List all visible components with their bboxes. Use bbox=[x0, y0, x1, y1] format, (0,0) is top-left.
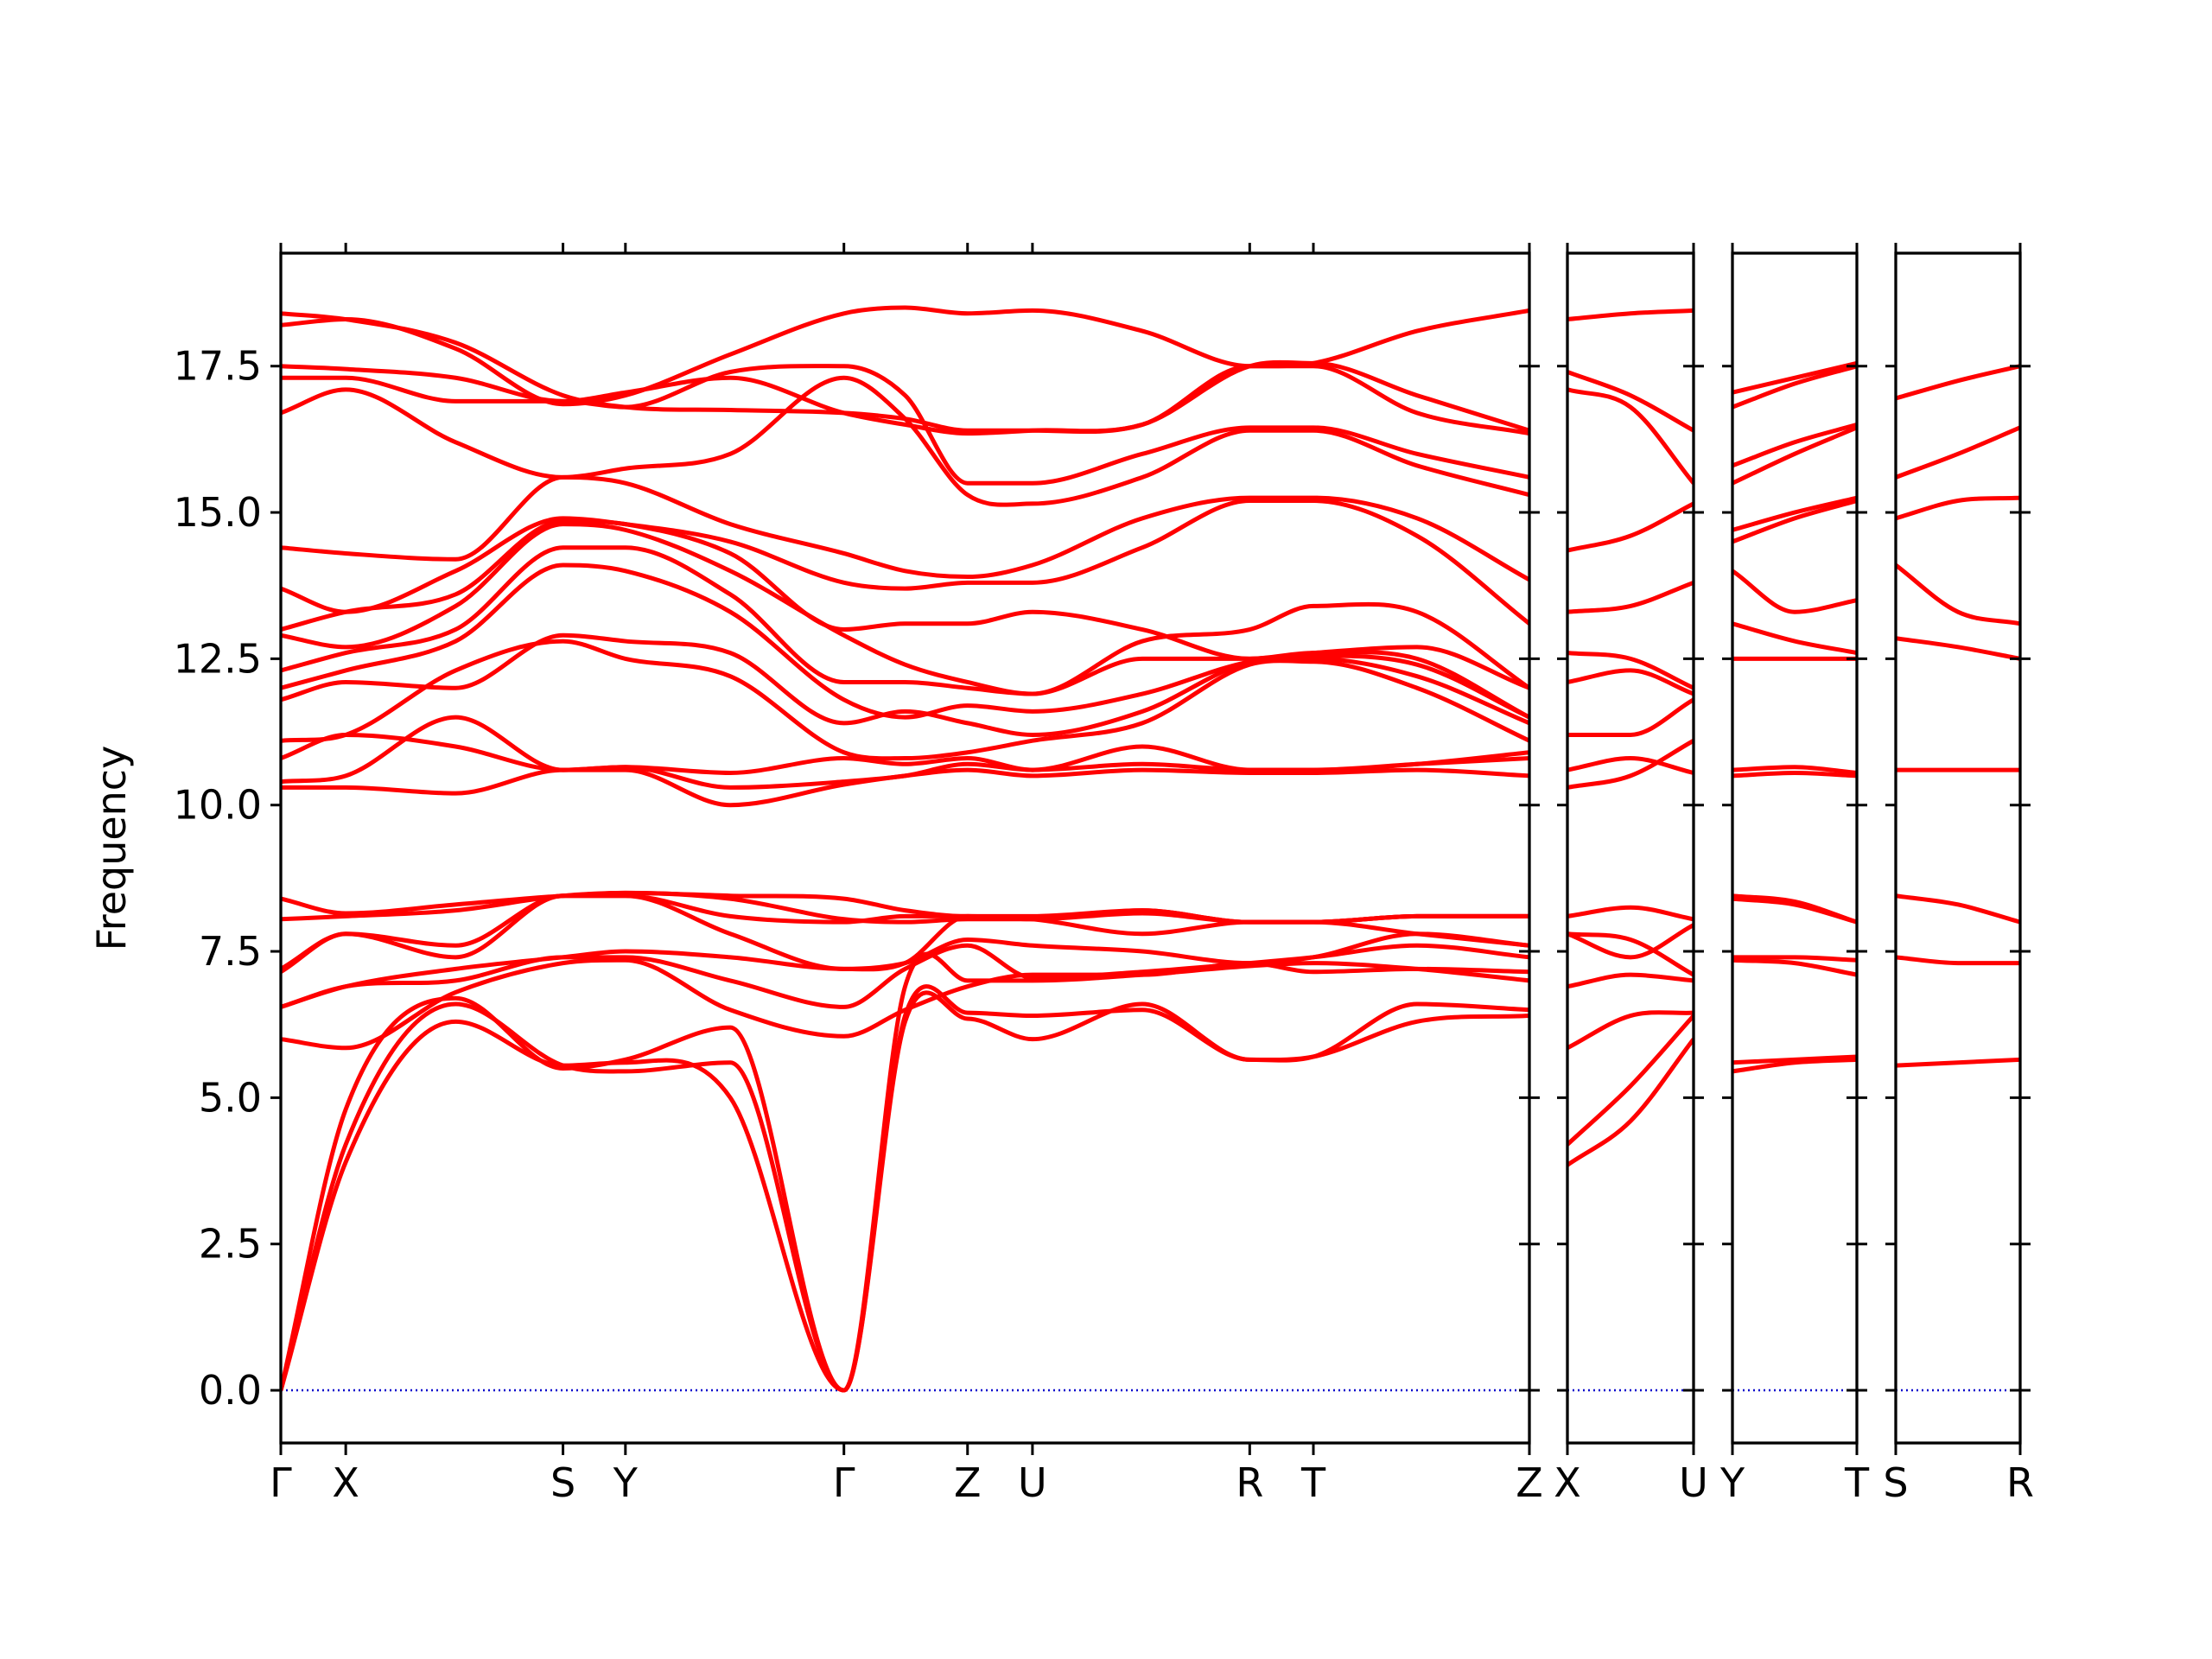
band-line bbox=[1567, 1014, 1694, 1147]
plot-area bbox=[1732, 360, 1857, 1392]
band-line bbox=[1896, 495, 2020, 521]
band-line bbox=[1732, 955, 1857, 963]
band-line bbox=[281, 518, 1529, 690]
band-line bbox=[1732, 957, 1857, 977]
band-line bbox=[1567, 697, 1694, 737]
band-line bbox=[1896, 425, 2020, 480]
band-line bbox=[1896, 364, 2020, 401]
x-tick-label: X bbox=[1554, 1459, 1581, 1506]
y-axis-label: Frequency bbox=[88, 746, 135, 951]
x-tick-label: X bbox=[332, 1459, 359, 1506]
band-line bbox=[1896, 636, 2020, 661]
x-tick-label: T bbox=[1300, 1459, 1326, 1506]
band-line bbox=[1567, 501, 1694, 553]
panel-frame bbox=[1731, 251, 1859, 1445]
band-line bbox=[1896, 563, 2020, 626]
x-tick-label: U bbox=[1018, 1459, 1047, 1506]
band-line bbox=[1567, 668, 1694, 696]
band-line bbox=[1567, 387, 1694, 485]
x-tick-label: Y bbox=[613, 1459, 639, 1506]
band-line bbox=[1732, 893, 1857, 925]
band-line bbox=[281, 632, 1529, 737]
band-line bbox=[1732, 364, 1857, 410]
x-tick-label: R bbox=[2006, 1459, 2034, 1506]
band-line bbox=[1732, 621, 1857, 656]
band-line bbox=[1732, 770, 1857, 779]
band-line bbox=[281, 957, 1529, 1051]
band-line bbox=[1567, 972, 1694, 989]
band-line bbox=[281, 563, 1529, 720]
y-tick-label: 17.5 bbox=[174, 343, 262, 390]
band-line bbox=[1567, 308, 1694, 322]
band-line bbox=[1732, 425, 1857, 486]
band-line bbox=[281, 474, 1529, 582]
y-tick-label: 10.0 bbox=[174, 782, 262, 829]
y-tick-label: 7.5 bbox=[199, 928, 262, 975]
band-line bbox=[1732, 1057, 1857, 1074]
x-tick-label: U bbox=[1679, 1459, 1708, 1506]
x-tick-label: T bbox=[1844, 1459, 1870, 1506]
band-line bbox=[1732, 765, 1857, 775]
band-line bbox=[281, 364, 1529, 486]
band-line bbox=[1732, 569, 1857, 614]
band-line bbox=[1567, 756, 1694, 775]
band-line bbox=[1567, 1038, 1694, 1167]
band-line bbox=[1567, 923, 1694, 960]
band-line bbox=[281, 311, 1529, 435]
x-tick-label: S bbox=[1883, 1459, 1908, 1506]
x-tick-label: Z bbox=[1516, 1459, 1543, 1506]
x-tick-label: S bbox=[550, 1459, 575, 1506]
band-line bbox=[1567, 739, 1694, 790]
y-tick-label: 0.0 bbox=[199, 1367, 262, 1414]
band-line bbox=[1567, 580, 1694, 614]
x-tick-label: R bbox=[1236, 1459, 1263, 1506]
plot-area bbox=[1896, 364, 2020, 1392]
band-line bbox=[1732, 423, 1857, 468]
band-line bbox=[1896, 955, 2020, 966]
plot-area bbox=[1567, 308, 1694, 1392]
band-line bbox=[281, 951, 1529, 1393]
x-tick-label: Y bbox=[1719, 1459, 1745, 1506]
band-line bbox=[1896, 1057, 2020, 1068]
band-line bbox=[1732, 495, 1857, 532]
band-line bbox=[281, 522, 1529, 696]
panel-frame bbox=[1894, 251, 2022, 1445]
band-line bbox=[1567, 651, 1694, 690]
band-line bbox=[281, 499, 1529, 626]
plot-area bbox=[281, 305, 1529, 1393]
band-line bbox=[281, 639, 1529, 761]
y-tick-label: 2.5 bbox=[199, 1221, 262, 1268]
band-line bbox=[1732, 1054, 1857, 1065]
band-line bbox=[1896, 893, 2020, 925]
band-line bbox=[1732, 499, 1857, 544]
x-tick-label: Γ bbox=[270, 1459, 292, 1506]
band-line bbox=[1567, 905, 1694, 922]
panel-frame bbox=[1566, 251, 1695, 1445]
y-tick-label: 5.0 bbox=[199, 1074, 262, 1121]
y-tick-label: 15.0 bbox=[174, 489, 262, 536]
band-line bbox=[1567, 1010, 1694, 1051]
band-line bbox=[1567, 931, 1694, 977]
band-line bbox=[281, 732, 1529, 775]
x-tick-label: Γ bbox=[833, 1459, 855, 1506]
y-tick-label: 12.5 bbox=[174, 635, 262, 682]
band-line bbox=[1732, 360, 1857, 395]
band-line bbox=[1567, 370, 1694, 433]
panel-frame bbox=[279, 251, 1531, 1445]
band-line bbox=[281, 890, 1529, 925]
x-tick-label: Z bbox=[954, 1459, 982, 1506]
